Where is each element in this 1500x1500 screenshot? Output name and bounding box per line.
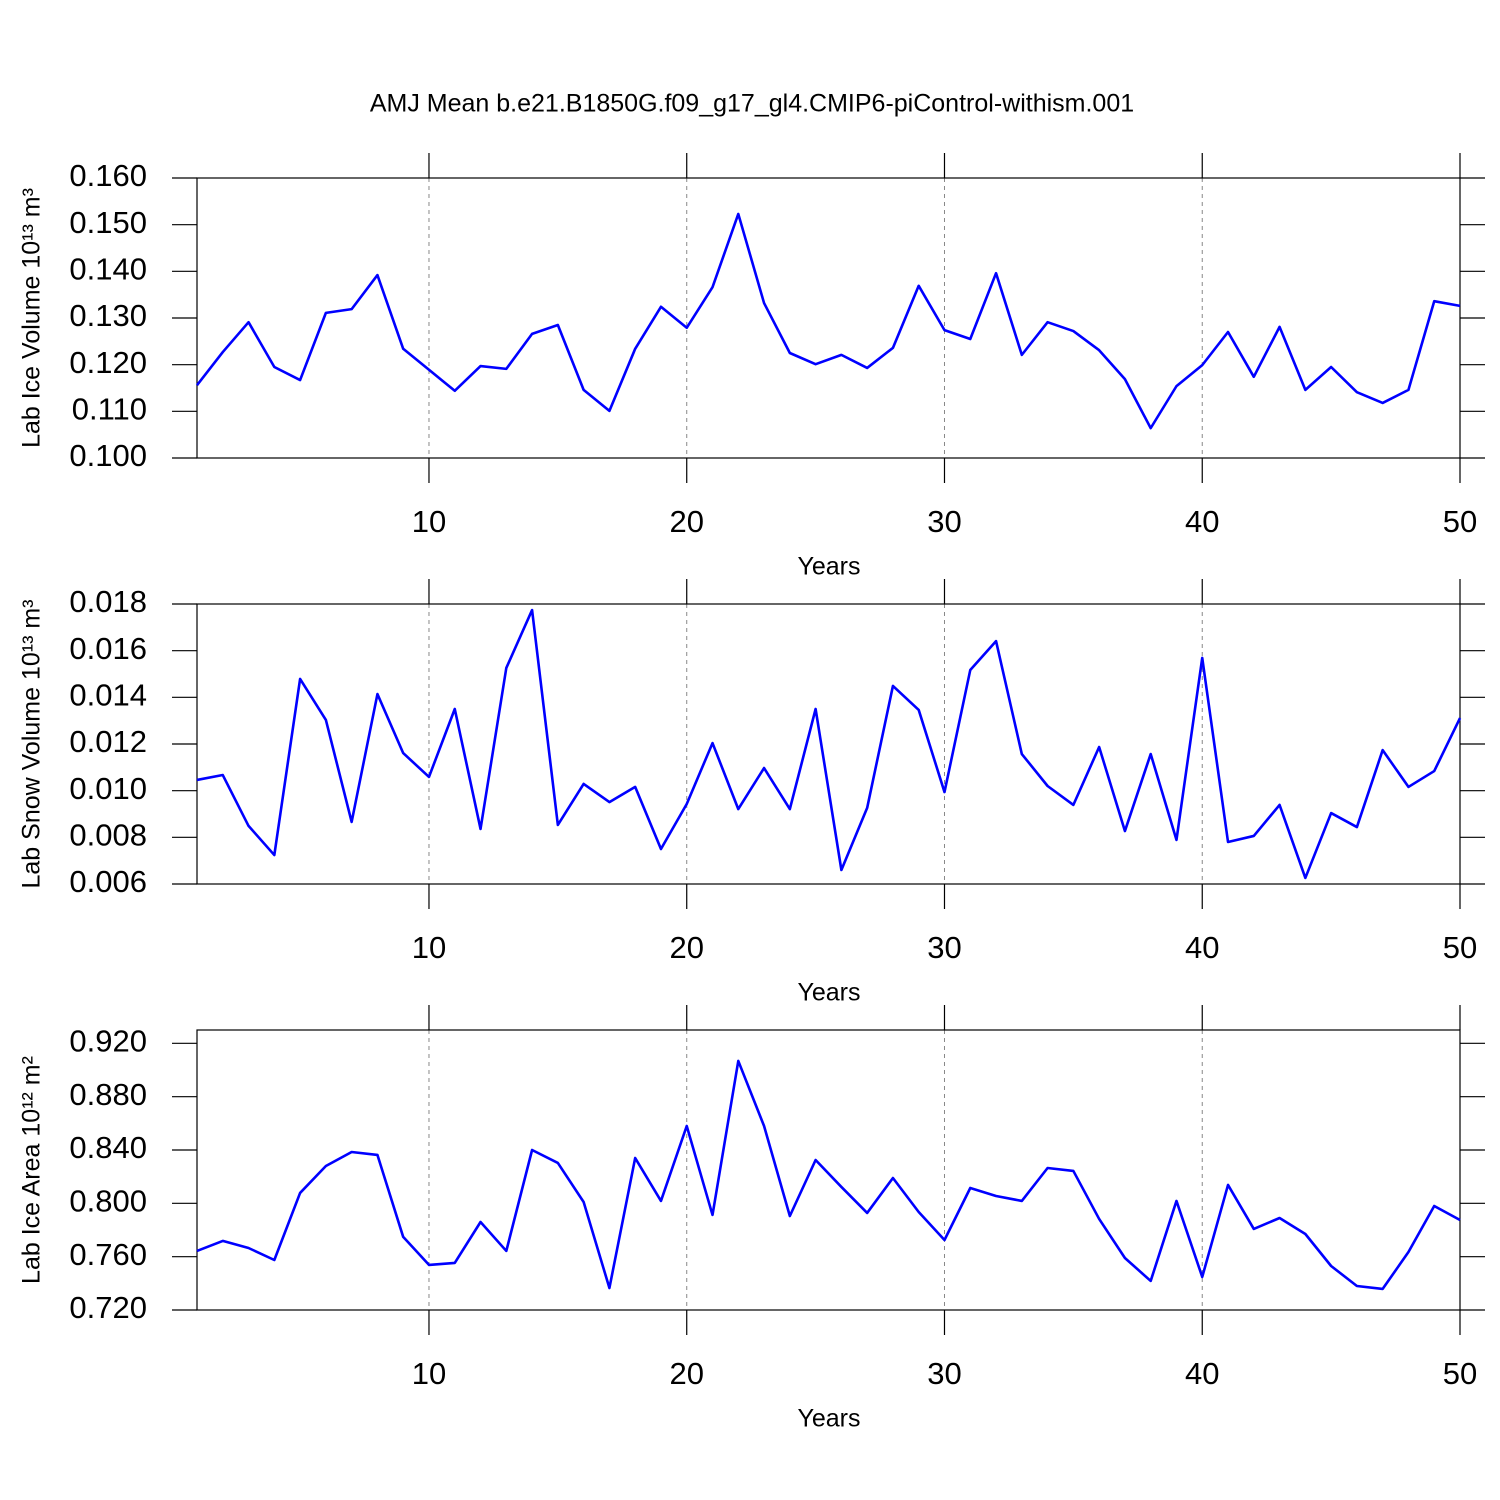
y-tick-label: 0.130 bbox=[69, 298, 147, 333]
x-tick-label: 30 bbox=[927, 930, 961, 965]
y-tick-label: 0.880 bbox=[69, 1077, 147, 1112]
plot-frame bbox=[196, 1029, 1461, 1311]
y-axis-label: Lab Ice Area 10¹² m² bbox=[18, 1056, 46, 1284]
y-tick-label: 0.840 bbox=[69, 1130, 147, 1165]
y-tick-label: 0.100 bbox=[69, 438, 147, 473]
x-tick-label: 50 bbox=[1443, 1356, 1477, 1391]
y-tick-label: 0.920 bbox=[69, 1024, 147, 1059]
figure-title: AMJ Mean b.e21.B1850G.f09_g17_gl4.CMIP6-… bbox=[370, 90, 1134, 118]
x-tick-label: 10 bbox=[412, 504, 446, 539]
x-axis-label: Years bbox=[797, 1405, 860, 1433]
y-tick-label: 0.140 bbox=[69, 252, 147, 287]
panel: 10 20 30 40 50 0.006 0.008 0.010 0.012 0.014 0.016… bbox=[18, 579, 1485, 1007]
x-tick-label: 30 bbox=[927, 1356, 961, 1391]
plot-frame bbox=[196, 603, 1461, 885]
y-tick-label: 0.012 bbox=[69, 724, 147, 759]
plot-frame bbox=[196, 177, 1461, 459]
y-tick-label: 0.800 bbox=[69, 1184, 147, 1219]
data-line bbox=[195, 212, 1461, 430]
y-axis-label: Lab Ice Volume 10¹³ m³ bbox=[18, 188, 46, 448]
x-tick-label: 40 bbox=[1185, 504, 1219, 539]
x-axis-label: Years bbox=[797, 979, 860, 1007]
y-tick-label: 0.160 bbox=[69, 158, 147, 193]
y-tick-label: 0.720 bbox=[69, 1290, 147, 1325]
y-tick-label: 0.018 bbox=[69, 584, 147, 619]
y-tick-label: 0.016 bbox=[69, 631, 147, 666]
x-tick-label: 50 bbox=[1443, 930, 1477, 965]
x-tick-label: 50 bbox=[1443, 504, 1477, 539]
x-tick-label: 10 bbox=[412, 1356, 446, 1391]
x-tick-label: 40 bbox=[1185, 930, 1219, 965]
y-tick-label: 0.120 bbox=[69, 345, 147, 380]
y-tick-label: 0.006 bbox=[69, 864, 147, 899]
x-tick-label: 40 bbox=[1185, 1356, 1219, 1391]
y-axis-label: Lab Snow Volume 10¹³ m³ bbox=[18, 599, 46, 888]
x-tick-label: 20 bbox=[669, 504, 703, 539]
y-tick-label: 0.760 bbox=[69, 1237, 147, 1272]
panel: 10 20 30 40 50 0.720 0.760 0.800 0.840 0.880 0.920… bbox=[18, 1005, 1485, 1433]
panel: 10 20 30 40 50 0.100 0.110 0.120 0.130 0.140 0.150… bbox=[18, 153, 1485, 581]
y-tick-label: 0.110 bbox=[72, 392, 147, 427]
x-tick-label: 20 bbox=[669, 1356, 703, 1391]
x-axis-label: Years bbox=[797, 553, 860, 581]
y-tick-label: 0.010 bbox=[69, 771, 147, 806]
x-tick-label: 10 bbox=[412, 930, 446, 965]
y-tick-label: 0.150 bbox=[69, 205, 147, 240]
y-tick-label: 0.008 bbox=[69, 818, 147, 853]
x-tick-label: 20 bbox=[669, 930, 703, 965]
data-line bbox=[196, 608, 1462, 880]
data-line bbox=[196, 1059, 1461, 1291]
y-tick-label: 0.014 bbox=[69, 678, 147, 713]
x-tick-label: 30 bbox=[927, 504, 961, 539]
